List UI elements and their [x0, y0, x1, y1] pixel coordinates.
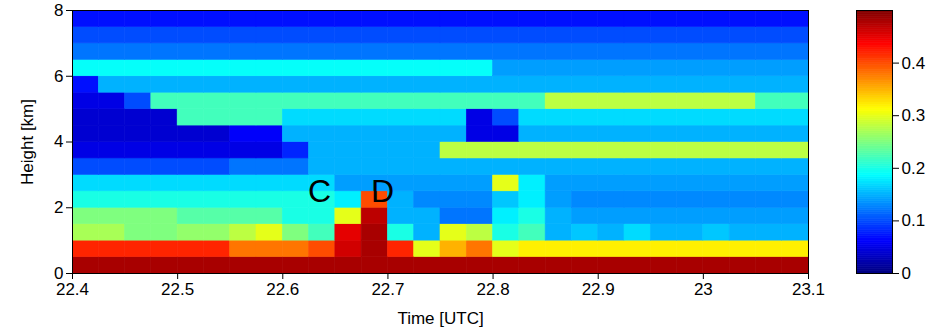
- svg-text:0.1: 0.1: [902, 211, 926, 230]
- svg-text:22.9: 22.9: [582, 280, 615, 299]
- svg-text:22.6: 22.6: [266, 280, 299, 299]
- svg-text:22.5: 22.5: [161, 280, 194, 299]
- svg-text:22.4: 22.4: [56, 280, 89, 299]
- svg-text:4: 4: [54, 132, 63, 151]
- svg-text:D: D: [371, 173, 394, 209]
- svg-text:6: 6: [54, 67, 63, 86]
- svg-text:0: 0: [902, 264, 911, 283]
- svg-text:22.7: 22.7: [371, 280, 404, 299]
- svg-text:0: 0: [54, 263, 64, 283]
- svg-text:Time [UTC]: Time [UTC]: [397, 309, 483, 328]
- svg-text:2: 2: [54, 198, 63, 217]
- svg-text:23.1: 23.1: [792, 280, 825, 299]
- svg-text:8: 8: [54, 1, 63, 20]
- svg-text:0.4: 0.4: [902, 54, 926, 73]
- svg-text:Height [km]: Height [km]: [18, 99, 37, 185]
- svg-text:22.8: 22.8: [477, 280, 510, 299]
- svg-text:23: 23: [694, 280, 713, 299]
- svg-text:C: C: [308, 173, 331, 209]
- svg-text:0.2: 0.2: [902, 159, 926, 178]
- svg-text:0.3: 0.3: [902, 106, 926, 125]
